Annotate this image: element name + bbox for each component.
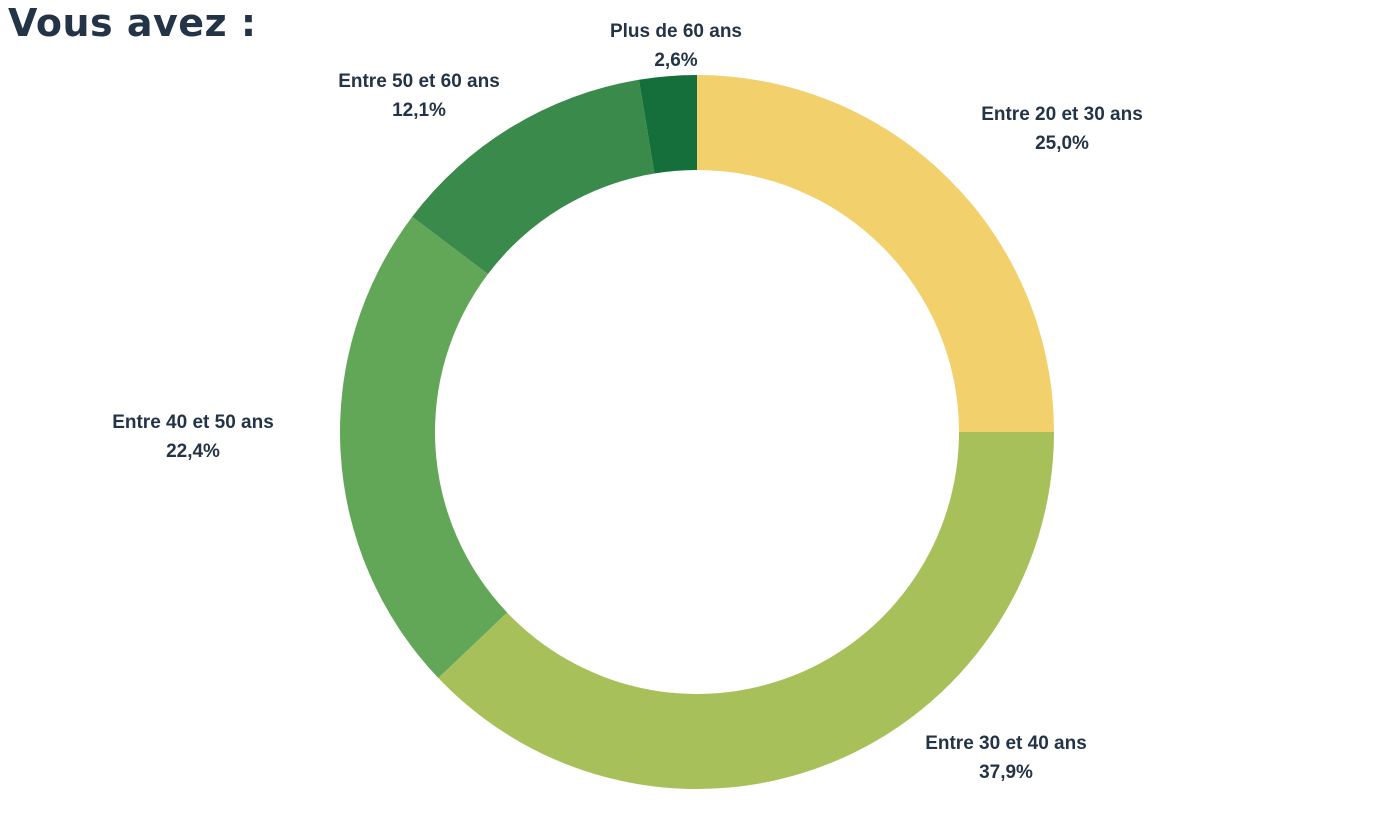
slice-value-5: 2,6% xyxy=(654,50,697,71)
slice-label-4: Entre 50 et 60 ans xyxy=(338,71,500,92)
slice-value-1: 25,0% xyxy=(1035,133,1089,154)
page-title: Vous avez : xyxy=(8,1,257,45)
slice-1 xyxy=(697,75,1054,432)
slice-2 xyxy=(438,432,1055,790)
slice-value-4: 12,1% xyxy=(392,100,446,121)
slice-label-3: Entre 40 et 50 ans xyxy=(112,412,274,433)
slice-label-5: Plus de 60 ans xyxy=(610,21,742,42)
donut-labels: Entre 20 et 30 ans 25,0% Entre 30 et 40 an… xyxy=(112,21,1143,783)
slice-label-2: Entre 30 et 40 ans xyxy=(925,733,1087,754)
slice-label-1: Entre 20 et 30 ans xyxy=(981,104,1143,125)
slice-value-2: 37,9% xyxy=(979,762,1033,783)
slice-value-3: 22,4% xyxy=(166,441,220,462)
slice-3 xyxy=(339,216,508,679)
slice-4 xyxy=(412,79,655,275)
donut-slices xyxy=(339,75,1055,790)
slice-5 xyxy=(638,75,697,174)
